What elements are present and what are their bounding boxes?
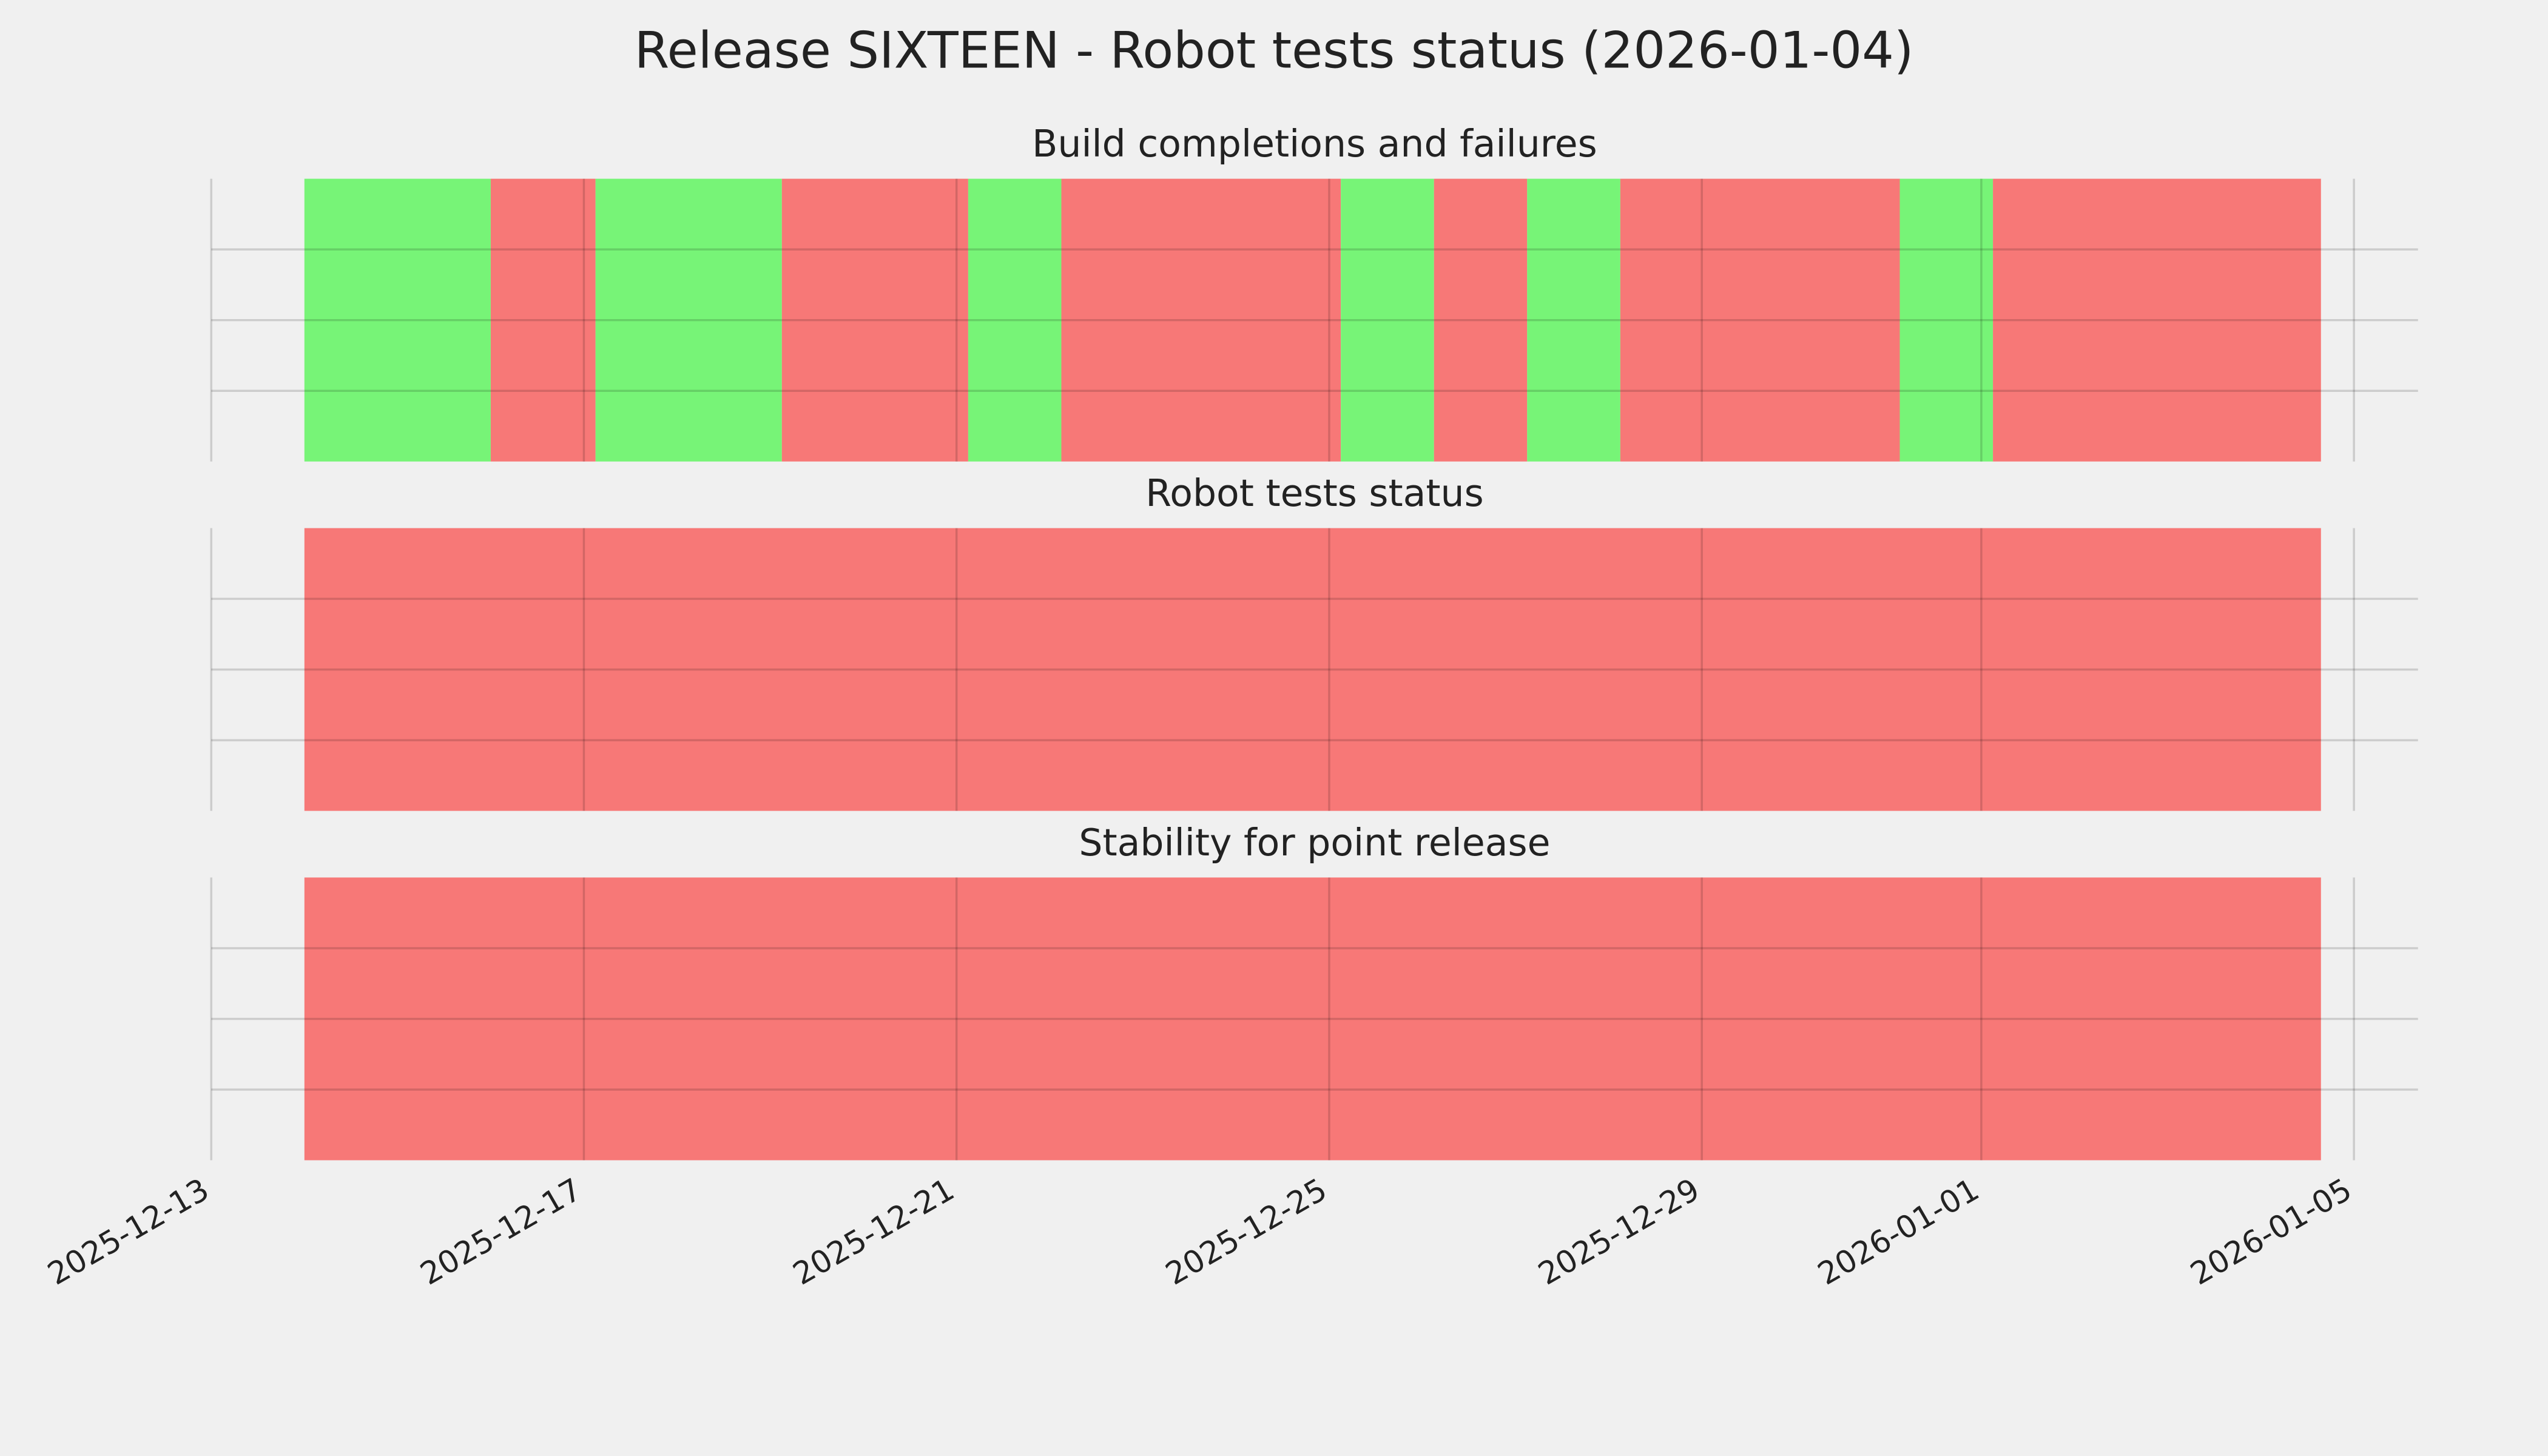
status-span xyxy=(968,178,1062,462)
status-span xyxy=(595,178,782,462)
status-span xyxy=(304,877,2321,1161)
status-span xyxy=(1993,178,2321,462)
subplot-title: Stability for point release xyxy=(1079,821,1550,864)
status-span xyxy=(781,178,968,462)
status-span xyxy=(1899,178,1994,462)
status-span xyxy=(1620,178,1900,462)
status-span xyxy=(1434,178,1528,462)
chart-title: Release SIXTEEN - Robot tests status (20… xyxy=(635,21,1914,79)
status-span xyxy=(304,528,2321,811)
status-span xyxy=(1341,178,1434,462)
status-span xyxy=(1061,178,1341,462)
status-span xyxy=(1527,178,1620,462)
status-span xyxy=(490,178,596,462)
status-span xyxy=(304,178,491,462)
subplot-title: Build completions and failures xyxy=(1032,122,1597,166)
subplot-title: Robot tests status xyxy=(1145,471,1483,515)
